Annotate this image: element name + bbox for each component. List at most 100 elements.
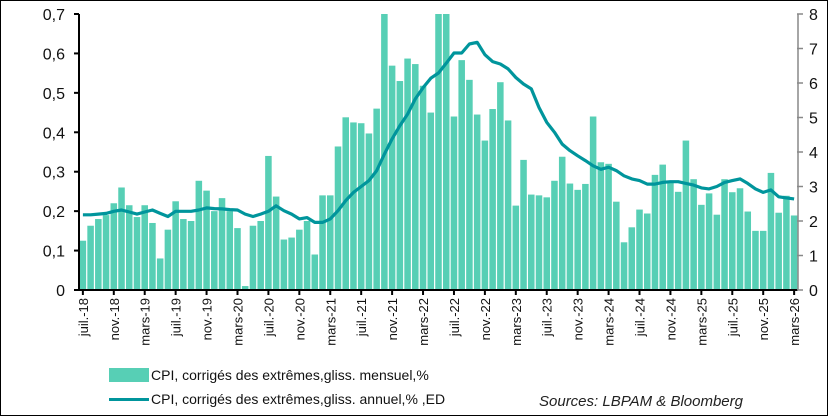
bar: [303, 221, 311, 290]
right-tick-label: 4: [809, 145, 818, 162]
left-tick-label: 0,7: [43, 7, 65, 24]
bar: [535, 195, 543, 290]
right-tick-label: 7: [809, 42, 818, 59]
bar: [620, 242, 628, 290]
bar: [450, 116, 458, 290]
bar: [721, 179, 728, 290]
bar: [95, 219, 102, 290]
bar: [705, 193, 713, 290]
bar: [605, 163, 612, 290]
x-tick-label: juil.-18: [76, 298, 91, 337]
bar: [435, 14, 442, 290]
bar: [667, 180, 674, 290]
bar: [141, 205, 148, 290]
bar: [589, 116, 597, 290]
bar: [164, 229, 172, 290]
bar: [752, 230, 759, 290]
bar: [767, 172, 775, 290]
right-tick-label: 3: [809, 180, 818, 197]
bar: [790, 215, 798, 290]
bar: [357, 123, 365, 291]
x-tick-label: mars-22: [416, 298, 431, 346]
bar: [334, 146, 342, 290]
bar: [373, 108, 380, 290]
bar: [574, 189, 581, 290]
bar: [149, 222, 156, 290]
legend-swatch-bar: [109, 368, 149, 382]
bar: [698, 204, 705, 290]
x-tick-label: mars-19: [138, 298, 153, 346]
bar: [203, 190, 210, 290]
bar: [558, 156, 566, 290]
bar: [651, 174, 659, 290]
bar: [442, 14, 450, 290]
x-tick-label: juil.-20: [261, 298, 276, 337]
x-tick-label: mars-25: [694, 298, 709, 346]
bar: [613, 201, 620, 290]
right-tick-label: 5: [809, 111, 818, 128]
x-tick-label: mars-21: [323, 298, 338, 346]
right-tick-label: 6: [809, 76, 818, 93]
bar: [365, 133, 373, 290]
bar: [690, 179, 697, 290]
x-tick-label: nov.-23: [571, 298, 586, 340]
bar: [272, 196, 280, 290]
bar: [551, 180, 558, 290]
axes: [74, 13, 803, 295]
bar: [427, 112, 435, 290]
bar: [288, 237, 295, 290]
bar: [342, 117, 349, 290]
bar: [87, 225, 94, 290]
bar-series: [79, 14, 798, 291]
bar: [172, 201, 179, 290]
bar: [257, 221, 264, 290]
source-note: Sources: LBPAM & Bloomberg: [539, 393, 743, 410]
line-series: [82, 40, 795, 224]
bar: [79, 240, 87, 290]
bar: [311, 254, 319, 290]
bar: [110, 203, 118, 290]
x-tick-label: mars-26: [787, 298, 802, 346]
bar: [489, 109, 496, 290]
x-tick-label: juil.-23: [540, 298, 555, 337]
bar: [133, 217, 141, 290]
bar: [783, 195, 790, 290]
x-tick-label: juil.-19: [169, 298, 184, 337]
bar: [234, 228, 241, 290]
bar: [674, 191, 682, 290]
bar: [466, 79, 473, 291]
right-tick-label: 2: [809, 214, 818, 231]
left-tick-label: 0,1: [43, 244, 65, 261]
bar: [211, 211, 218, 290]
bar: [497, 82, 504, 290]
bar: [187, 221, 195, 290]
left-tick-label: 0,2: [43, 204, 65, 221]
left-tick-label: 0,4: [43, 125, 65, 142]
legend-item-bars: CPI, corrigés des extrêmes,gliss. mensue…: [109, 367, 429, 383]
bar: [226, 211, 234, 290]
bar: [520, 159, 527, 290]
bar: [218, 198, 226, 290]
bar: [396, 81, 404, 291]
bar: [241, 286, 249, 290]
bar: [419, 85, 427, 290]
x-tick-label: nov.-21: [385, 298, 400, 340]
bar: [280, 239, 288, 290]
left-axis-labels: 0 0,1 0,2 0,3 0,4 0,5 0,6 0,7: [43, 7, 65, 300]
bar: [326, 195, 334, 290]
bar: [118, 187, 125, 290]
x-axis-labels: juil.-18 nov.-18 mars-19 juil.-19 nov.-19 mar…: [76, 298, 802, 346]
x-tick-label: nov.-20: [292, 298, 307, 340]
bar: [102, 215, 110, 290]
bar: [736, 188, 744, 290]
right-axis-labels: 0 1 2 3 4 5 6 7 8: [809, 7, 818, 300]
x-tick-label: nov.-22: [478, 298, 493, 340]
bar: [473, 114, 481, 291]
bar: [412, 64, 419, 291]
bar: [512, 205, 520, 290]
bar: [759, 230, 767, 290]
bar: [156, 258, 164, 290]
bar: [125, 205, 133, 290]
